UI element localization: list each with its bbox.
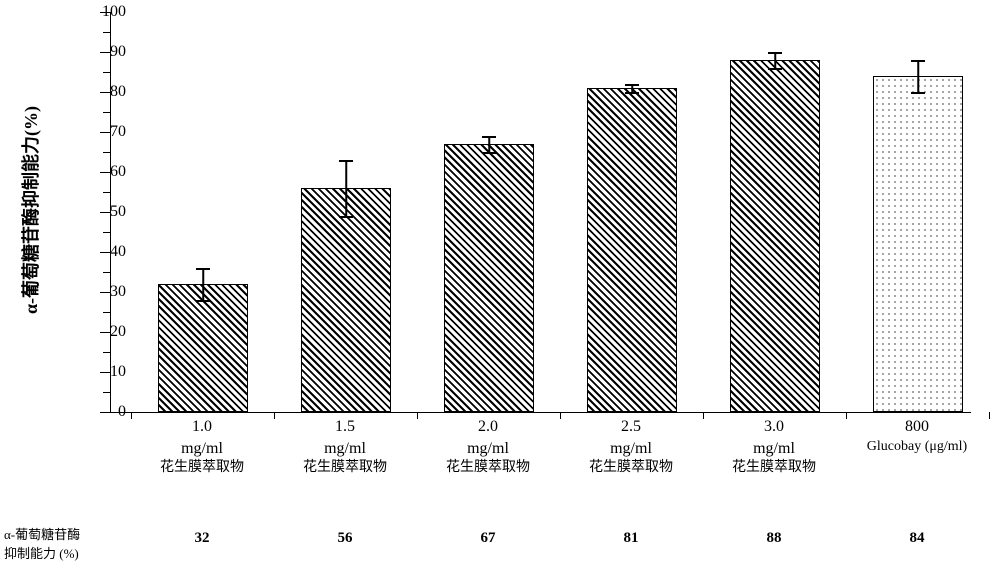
y-minor-tick xyxy=(103,272,110,273)
y-minor-tick xyxy=(103,352,110,353)
errorbar-stem xyxy=(488,136,490,152)
value-row-cell: 81 xyxy=(591,530,671,547)
y-tick-label: 10 xyxy=(86,363,126,381)
plot-area xyxy=(110,12,971,413)
errorbar-cap-top xyxy=(625,84,639,86)
y-tick-label: 90 xyxy=(86,43,126,61)
errorbar-stem xyxy=(345,160,347,216)
x-category-label: 2.5mg/ml花生膜萃取物 xyxy=(561,416,701,478)
y-minor-tick xyxy=(103,152,110,153)
errorbar-cap-bottom xyxy=(196,300,210,302)
errorbar-stem xyxy=(917,60,919,92)
y-tick-label: 60 xyxy=(86,163,126,181)
y-minor-tick xyxy=(103,392,110,393)
errorbar-cap-bottom xyxy=(625,92,639,94)
errorbar-stem xyxy=(774,52,776,68)
value-row-title: α-葡萄糖苷酶 抑制能力 (%) xyxy=(4,524,80,562)
errorbar-cap-top xyxy=(911,60,925,62)
bar-c2 xyxy=(301,188,391,412)
value-row-cell: 88 xyxy=(734,530,814,547)
x-category-label: 1.5mg/ml花生膜萃取物 xyxy=(275,416,415,478)
chart-container: α-葡萄糖苷酶抑制能力(%) 1.0mg/ml花生膜萃取物1.5mg/ml花生膜… xyxy=(0,0,1000,571)
x-category-label: 2.0mg/ml花生膜萃取物 xyxy=(418,416,558,478)
errorbar-cap-bottom xyxy=(482,152,496,154)
y-tick-label: 70 xyxy=(86,123,126,141)
x-tick xyxy=(989,412,990,419)
y-tick-label: 40 xyxy=(86,243,126,261)
y-minor-tick xyxy=(103,232,110,233)
y-minor-tick xyxy=(103,72,110,73)
y-minor-tick xyxy=(103,32,110,33)
bar-c4 xyxy=(587,88,677,412)
bar-c1 xyxy=(158,284,248,412)
bar-c5 xyxy=(730,60,820,412)
errorbar-cap-bottom xyxy=(911,92,925,94)
bar-c3 xyxy=(444,144,534,412)
y-minor-tick xyxy=(103,192,110,193)
bar-c6 xyxy=(873,76,963,412)
y-minor-tick xyxy=(103,112,110,113)
errorbar-stem xyxy=(202,268,204,300)
y-minor-tick xyxy=(103,312,110,313)
errorbar-cap-bottom xyxy=(768,68,782,70)
x-category-label: 800Glucobay (μg/ml) xyxy=(847,416,987,456)
errorbar-cap-top xyxy=(482,136,496,138)
x-category-label: 3.0mg/ml花生膜萃取物 xyxy=(704,416,844,478)
y-axis-title: α-葡萄糖苷酶抑制能力(%) xyxy=(17,106,43,314)
errorbar-cap-top xyxy=(339,160,353,162)
value-row-cell: 67 xyxy=(448,530,528,547)
errorbar-cap-top xyxy=(768,52,782,54)
y-tick-label: 100 xyxy=(86,3,126,21)
y-tick-label: 30 xyxy=(86,283,126,301)
y-tick-label: 20 xyxy=(86,323,126,341)
errorbar-cap-top xyxy=(196,268,210,270)
value-row-cell: 56 xyxy=(305,530,385,547)
value-row-cell: 32 xyxy=(162,530,242,547)
value-row-cell: 84 xyxy=(877,530,957,547)
y-tick-label: 50 xyxy=(86,203,126,221)
y-tick-label: 0 xyxy=(86,403,126,421)
x-category-label: 1.0mg/ml花生膜萃取物 xyxy=(132,416,272,478)
y-tick-label: 80 xyxy=(86,83,126,101)
errorbar-cap-bottom xyxy=(339,216,353,218)
